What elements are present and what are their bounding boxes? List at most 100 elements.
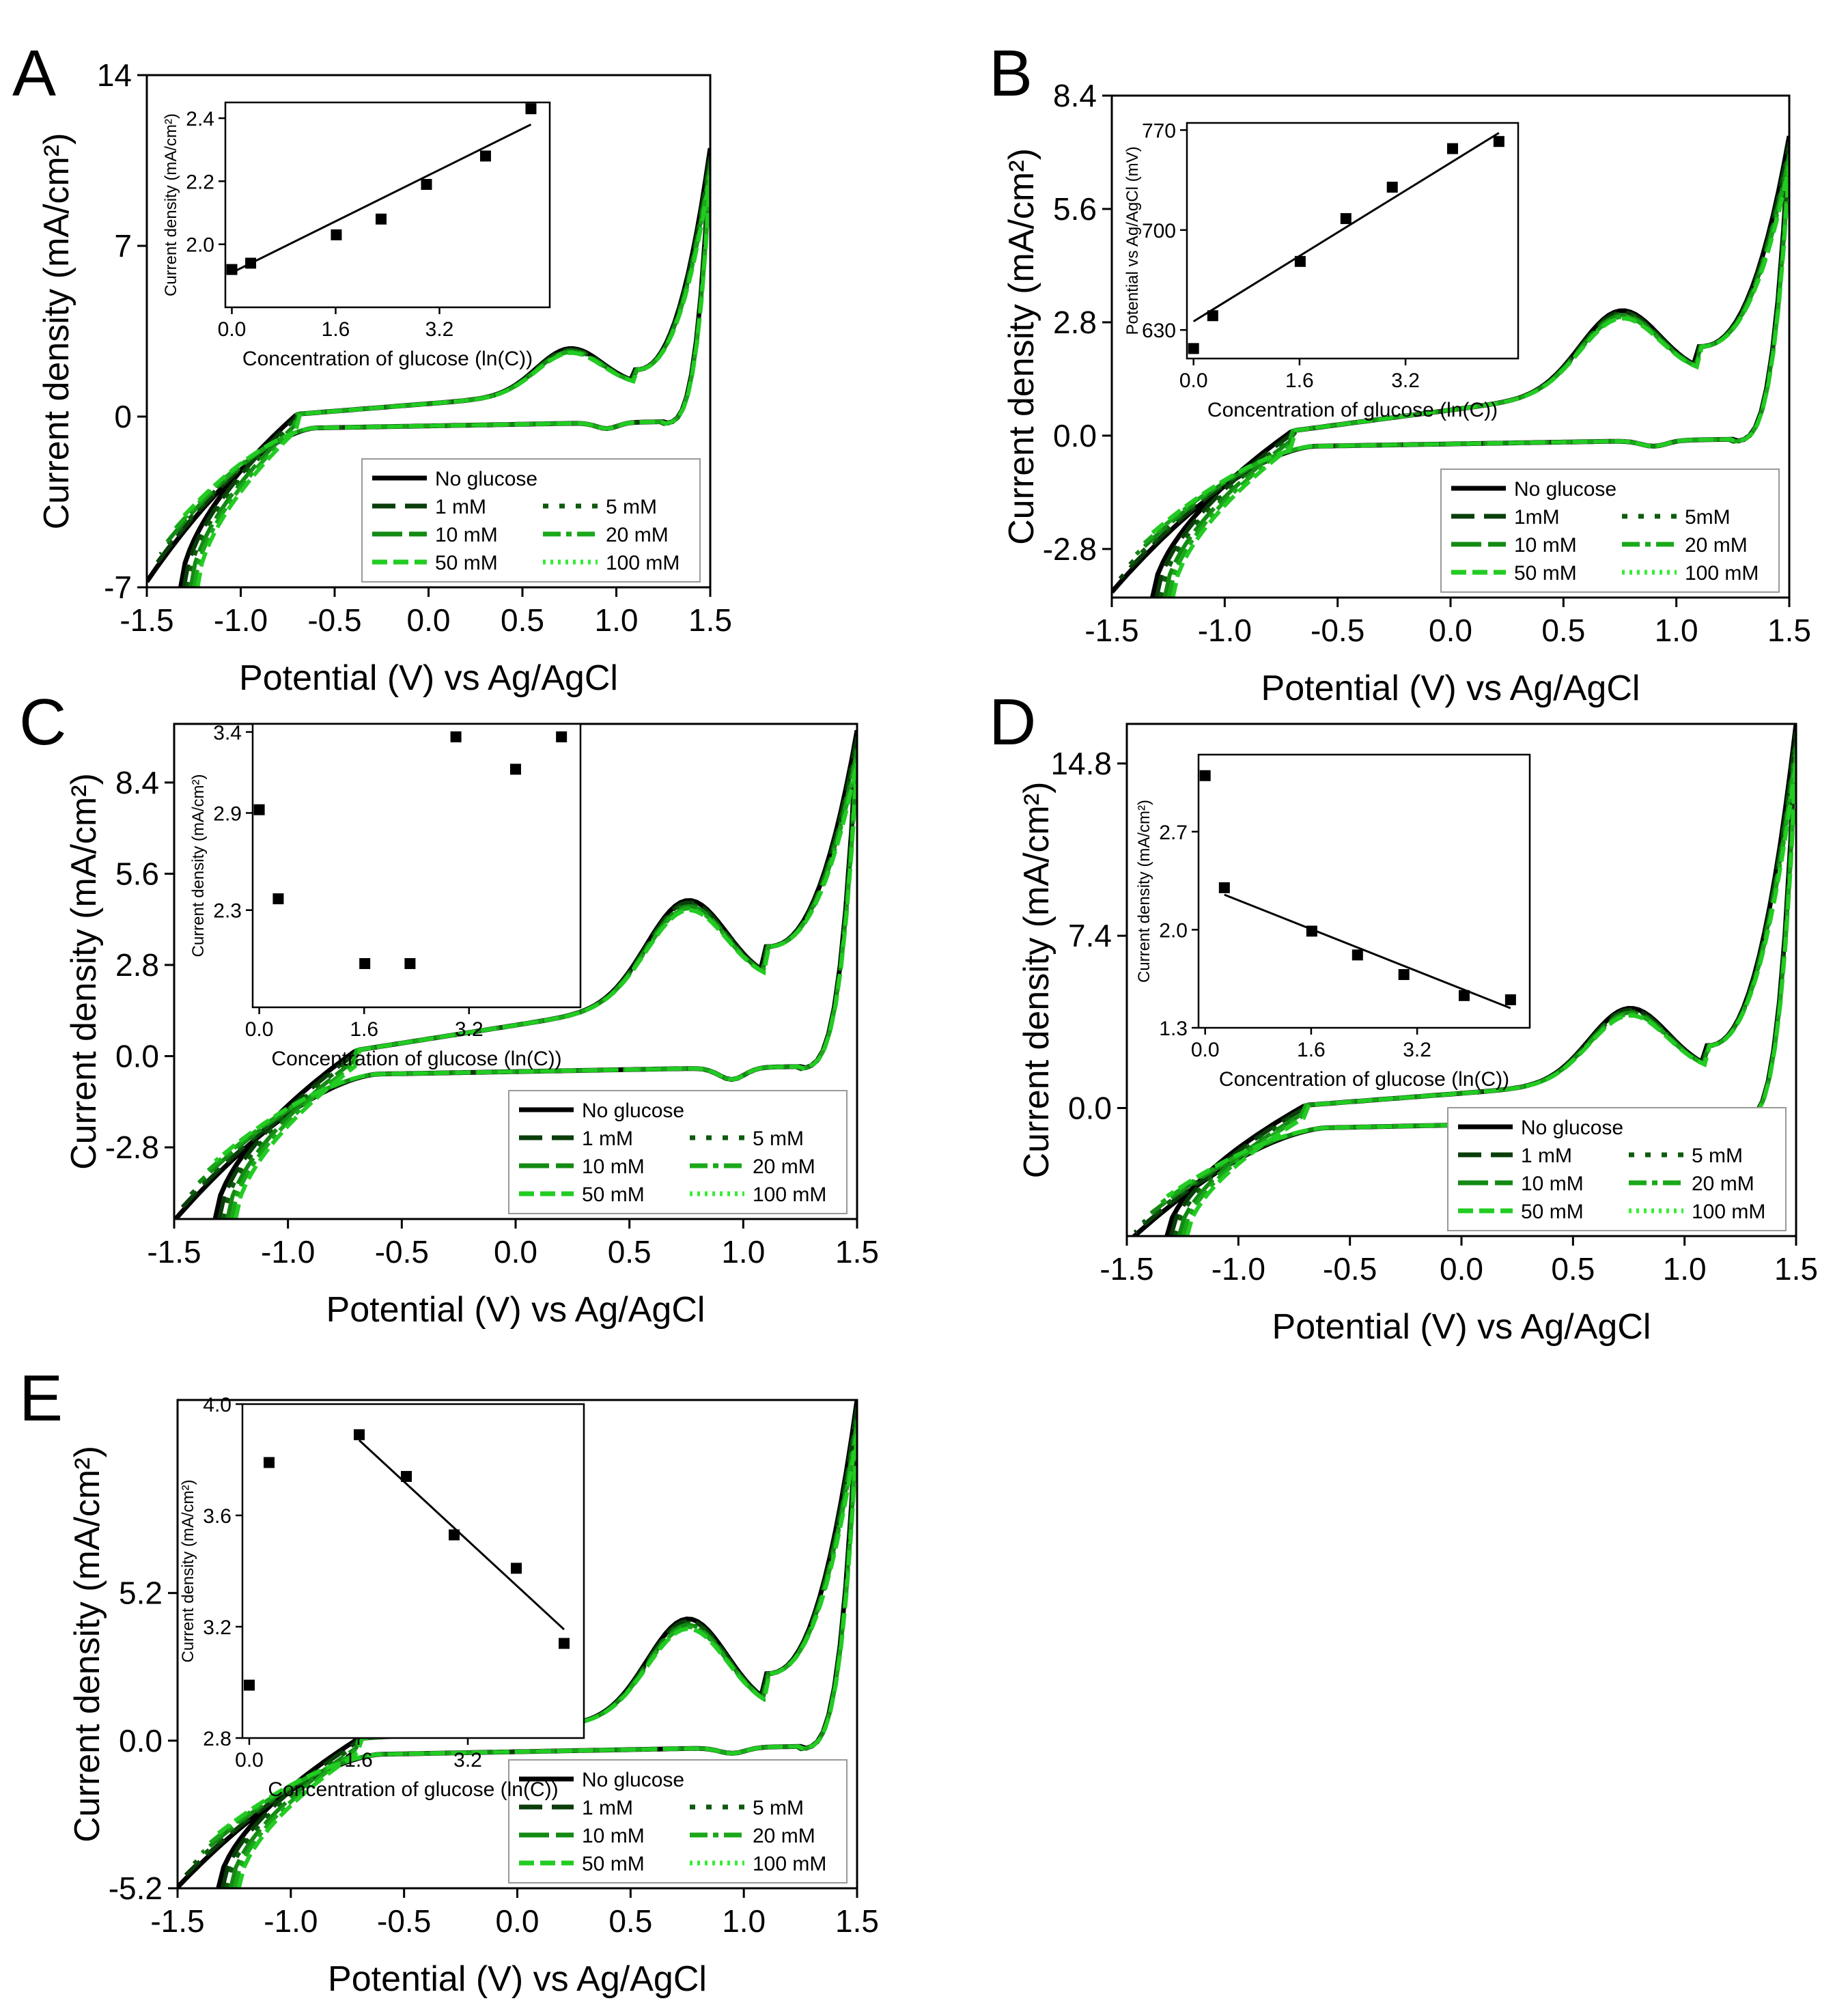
inset-x-axis-label: Concentration of glucose (ln(C)) — [268, 1778, 558, 1801]
x-tick-label: 1.0 — [722, 1903, 766, 1939]
x-tick-label: -1.0 — [214, 602, 268, 638]
y-tick-label: 14 — [97, 57, 132, 93]
inset-data-point — [511, 1563, 522, 1574]
x-tick-label: 1.0 — [1663, 1251, 1707, 1287]
panel-b: B -1.5 -1.0 -0.5 0.0 0.5 1.0 1.5 -2.8 0.0 2.8 5.6 8.… — [989, 37, 1811, 708]
legend-label: 20 mM — [1692, 1173, 1754, 1195]
inset-data-point — [1218, 882, 1230, 893]
inset-y-tick-label: 3.4 — [213, 722, 242, 744]
x-tick-label: -0.5 — [1323, 1251, 1377, 1287]
inset-data-point — [331, 229, 342, 240]
x-axis-label: Potential (V) vs Ag/AgCl — [1261, 669, 1640, 708]
y-axis-label: Current density (mA/cm²) — [1002, 148, 1041, 545]
inset-data-point — [450, 731, 462, 742]
y-tick-label: 0.0 — [115, 1039, 159, 1074]
legend-label: 5 mM — [606, 496, 657, 518]
inset-y-tick-label: 2.2 — [186, 171, 214, 193]
inset-y-tick-label: 770 — [1142, 120, 1176, 142]
inset-x-tick-label: 0.0 — [218, 318, 247, 341]
legend-label: 100 mM — [753, 1853, 826, 1875]
inset-x-tick-label: 3.2 — [453, 1749, 482, 1771]
inset-y-axis-label: Current density (mA/cm²) — [1135, 800, 1153, 983]
x-tick-label: 0.5 — [608, 1234, 652, 1270]
series-line-50-mm — [1151, 165, 1789, 598]
legend-label: 5mM — [1685, 506, 1731, 529]
legend: No glucose 1 mM 5 mM 10 mM 20 mM 50 mM 100 mM — [508, 1090, 848, 1214]
x-tick-label: 1.5 — [835, 1234, 879, 1270]
legend-label: 100 mM — [1692, 1201, 1765, 1223]
inset-data-point — [264, 1457, 275, 1468]
inset-data-point — [1493, 136, 1504, 148]
x-axis-label: Potential (V) vs Ag/AgCl — [1272, 1307, 1651, 1347]
x-tick-label: -0.5 — [1311, 613, 1364, 648]
legend-label: 20 mM — [753, 1825, 815, 1847]
panel-a: A -1.5 -1.0 -0.5 0.0 0.5 1.0 1.5 -7 0 7 14 Potential… — [12, 37, 732, 698]
inset-y-tick-label: 2.8 — [203, 1728, 232, 1750]
y-tick-label: 14.8 — [1050, 746, 1112, 781]
inset-data-point — [509, 764, 521, 775]
legend-label: 5 mM — [753, 1127, 804, 1150]
legend: No glucose 1 mM 5 mM 10 mM 20 mM 50 mM 100 mM — [1447, 1107, 1787, 1231]
inset-data-point — [1207, 310, 1218, 322]
y-tick-label: 7 — [114, 228, 132, 264]
y-tick-label: -5.2 — [109, 1871, 163, 1906]
legend-label: No glucose — [435, 468, 537, 490]
inset-y-tick-label: 2.7 — [1159, 822, 1188, 844]
inset-data-point — [245, 257, 257, 269]
cv-curves — [1112, 135, 1789, 598]
x-tick-label: 0.0 — [1429, 613, 1472, 648]
x-tick-label: -1.0 — [264, 1903, 318, 1939]
legend-label: 5 mM — [753, 1797, 804, 1819]
inset-y-axis-label: Current density (mA/cm²) — [179, 1479, 197, 1662]
inset-data-point — [1398, 969, 1410, 981]
x-tick-label: 0.0 — [1440, 1251, 1483, 1287]
inset-data-point — [376, 213, 387, 225]
y-tick-label: 0.0 — [1053, 418, 1097, 453]
inset-x-axis-label: Concentration of glucose (ln(C)) — [1207, 399, 1498, 421]
legend-label: 10 mM — [582, 1825, 645, 1847]
y-tick-label: 5.6 — [1053, 191, 1097, 227]
inset-x-tick-label: 1.6 — [350, 1018, 378, 1041]
inset-y-axis-label: Potential vs Ag/AgCl (mV) — [1123, 146, 1142, 335]
x-tick-label: -0.5 — [377, 1903, 431, 1939]
legend-label: 20 mM — [1685, 534, 1748, 557]
legend-label: 1mM — [1514, 506, 1560, 529]
x-tick-label: 1.5 — [1774, 1251, 1818, 1287]
y-tick-label: 2.8 — [115, 947, 159, 983]
inset-fit-line — [1224, 893, 1511, 1009]
y-tick-label: 8.4 — [115, 765, 159, 800]
inset-frame — [1186, 122, 1520, 360]
y-tick-label: 5.2 — [119, 1575, 163, 1611]
y-tick-label: 0.0 — [119, 1723, 163, 1759]
x-tick-label: 0.5 — [501, 602, 544, 638]
inset-data-point — [354, 1429, 365, 1440]
legend: No glucose 1mM 5mM 10 mM 20 mM 50 mM 100 mM — [1440, 468, 1780, 593]
legend-label: 100 mM — [606, 552, 680, 574]
inset-y-axis-label: Current density (mA/cm²) — [189, 774, 208, 957]
inset-data-point — [559, 1638, 570, 1649]
y-axis-label: Current density (mA/cm²) — [68, 1446, 107, 1843]
cv-curves — [1130, 724, 1796, 1236]
x-tick-label: -0.5 — [307, 602, 361, 638]
legend-label: No glucose — [1514, 478, 1616, 501]
legend-label: No glucose — [1521, 1117, 1623, 1139]
x-tick-label: -1.0 — [1198, 613, 1252, 648]
inset-data-point — [1352, 949, 1363, 961]
inset-data-point — [404, 957, 416, 969]
inset-chart: 0.0 1.6 3.2 1.3 2.0 2.7 Concentration of gluco… — [1135, 753, 1531, 1091]
inset-x-axis-label: Concentration of glucose (ln(C)) — [242, 348, 533, 370]
panel-letter: D — [989, 686, 1036, 759]
x-tick-label: 1.0 — [721, 1234, 765, 1270]
series-line-50-mm — [179, 174, 710, 587]
inset-x-tick-label: 1.6 — [322, 318, 350, 341]
x-axis-label: Potential (V) vs Ag/AgCl — [239, 658, 618, 698]
inset-x-tick-label: 0.0 — [1179, 369, 1208, 392]
inset-x-tick-label: 1.6 — [1285, 369, 1314, 392]
inset-frame — [1197, 753, 1531, 1029]
inset-data-point — [421, 179, 432, 190]
x-tick-label: 0.0 — [494, 1234, 537, 1270]
legend-label: 10 mM — [1521, 1173, 1584, 1195]
inset-chart: 0.0 1.6 3.2 630 700 770 Concentration of gluco… — [1123, 120, 1520, 421]
y-tick-label: -2.8 — [105, 1130, 159, 1165]
